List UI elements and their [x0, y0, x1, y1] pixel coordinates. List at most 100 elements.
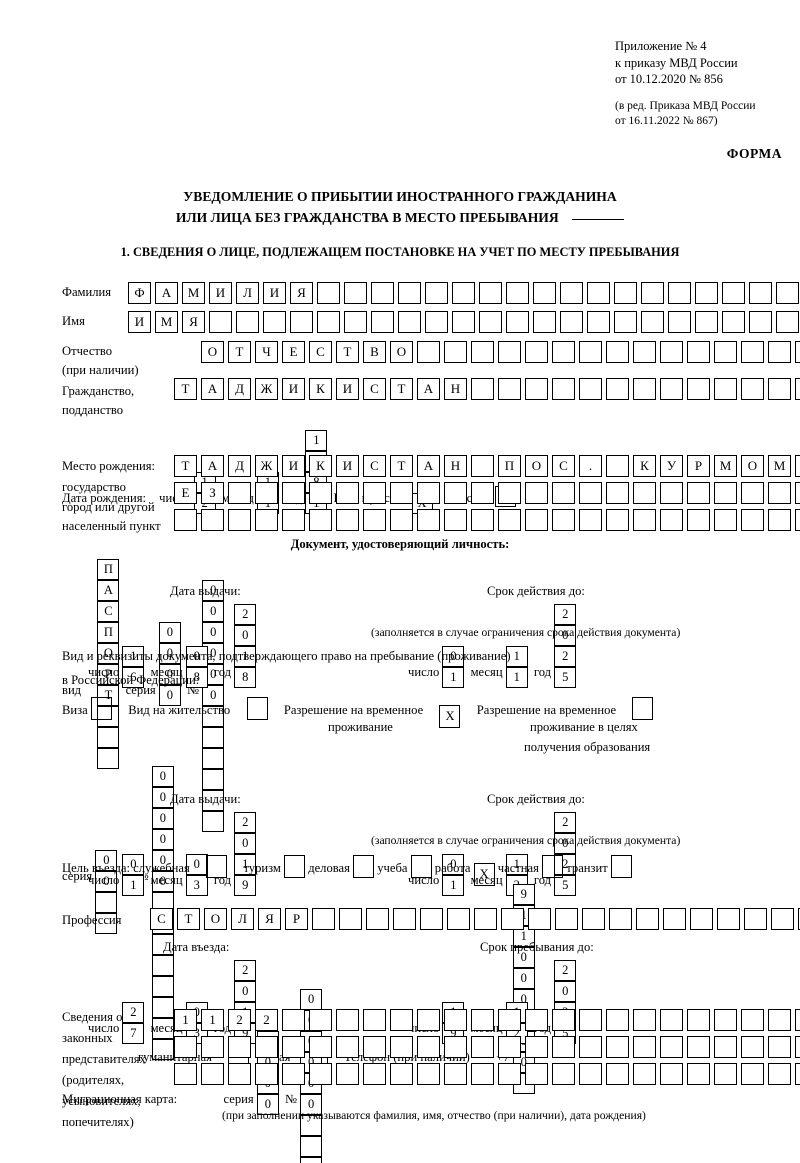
- char-cell[interactable]: 0: [234, 833, 257, 854]
- char-cell[interactable]: [798, 908, 800, 930]
- char-cell[interactable]: [533, 311, 556, 333]
- char-cell[interactable]: В: [363, 341, 386, 363]
- char-cell[interactable]: 0: [442, 646, 465, 667]
- char-cell[interactable]: М: [714, 455, 737, 477]
- char-cell[interactable]: [660, 1009, 683, 1031]
- char-cell[interactable]: [606, 1063, 629, 1085]
- char-cell[interactable]: [579, 378, 602, 400]
- char-cell[interactable]: К: [309, 378, 332, 400]
- char-cell[interactable]: [668, 311, 691, 333]
- char-cell[interactable]: [444, 341, 467, 363]
- char-cell[interactable]: Т: [336, 341, 359, 363]
- char-cell[interactable]: [201, 1036, 224, 1058]
- char-cell[interactable]: А: [417, 455, 440, 477]
- char-cell[interactable]: [506, 311, 529, 333]
- char-cell[interactable]: [309, 1036, 332, 1058]
- char-cell[interactable]: [501, 908, 524, 930]
- char-cell[interactable]: Р: [285, 908, 308, 930]
- char-cell[interactable]: [552, 482, 575, 504]
- char-cell[interactable]: И: [336, 378, 359, 400]
- char-cell[interactable]: [417, 509, 440, 531]
- char-cell[interactable]: 3: [185, 875, 208, 896]
- char-cell[interactable]: [552, 1063, 575, 1085]
- char-cell[interactable]: [714, 341, 737, 363]
- char-cell[interactable]: Т: [97, 685, 120, 706]
- char-cell[interactable]: К: [309, 455, 332, 477]
- char-cell[interactable]: 0: [554, 833, 577, 854]
- char-cell[interactable]: [633, 1036, 656, 1058]
- char-cell[interactable]: 9: [234, 875, 257, 896]
- char-cell[interactable]: [579, 1036, 602, 1058]
- char-cell[interactable]: [344, 282, 367, 304]
- char-cell[interactable]: [444, 1009, 467, 1031]
- char-cell[interactable]: [97, 727, 120, 748]
- char-cell[interactable]: [771, 908, 794, 930]
- char-cell[interactable]: [202, 790, 225, 811]
- char-cell[interactable]: Я: [290, 282, 313, 304]
- char-cell[interactable]: [776, 282, 799, 304]
- char-cell[interactable]: [236, 311, 259, 333]
- char-cell[interactable]: 1: [442, 875, 465, 896]
- char-cell[interactable]: [263, 311, 286, 333]
- char-cell[interactable]: 0: [151, 871, 174, 892]
- char-cell[interactable]: Т: [174, 378, 197, 400]
- char-cell[interactable]: И: [282, 378, 305, 400]
- char-cell[interactable]: [498, 1009, 521, 1031]
- char-cell[interactable]: [309, 482, 332, 504]
- char-cell[interactable]: 0: [202, 685, 225, 706]
- char-cell[interactable]: П: [97, 622, 120, 643]
- representatives-row-3-cells[interactable]: [174, 1063, 800, 1085]
- char-cell[interactable]: [228, 1036, 251, 1058]
- char-cell[interactable]: [282, 1036, 305, 1058]
- char-cell[interactable]: [633, 1063, 656, 1085]
- char-cell[interactable]: [525, 1036, 548, 1058]
- char-cell[interactable]: Е: [174, 482, 197, 504]
- char-cell[interactable]: [390, 1063, 413, 1085]
- char-cell[interactable]: [660, 482, 683, 504]
- char-cell[interactable]: [471, 1009, 494, 1031]
- char-cell[interactable]: [687, 378, 710, 400]
- char-cell[interactable]: Т: [174, 455, 197, 477]
- char-cell[interactable]: .: [579, 455, 602, 477]
- char-cell[interactable]: [309, 1009, 332, 1031]
- char-cell[interactable]: [97, 748, 120, 769]
- char-cell[interactable]: [498, 1063, 521, 1085]
- char-cell[interactable]: [525, 1009, 548, 1031]
- char-cell[interactable]: 5: [554, 875, 577, 896]
- char-cell[interactable]: [471, 378, 494, 400]
- char-cell[interactable]: А: [201, 455, 224, 477]
- char-cell[interactable]: О: [201, 341, 224, 363]
- char-cell[interactable]: [255, 509, 278, 531]
- char-cell[interactable]: [795, 341, 800, 363]
- char-cell[interactable]: [533, 282, 556, 304]
- char-cell[interactable]: 1: [201, 1009, 224, 1031]
- char-cell[interactable]: [336, 509, 359, 531]
- char-cell[interactable]: 0: [512, 947, 535, 968]
- char-cell[interactable]: [300, 1115, 323, 1136]
- char-cell[interactable]: [687, 1036, 710, 1058]
- char-cell[interactable]: 1: [234, 854, 257, 875]
- char-cell[interactable]: [582, 908, 605, 930]
- char-cell[interactable]: [282, 509, 305, 531]
- char-cell[interactable]: [344, 311, 367, 333]
- char-cell[interactable]: [209, 311, 232, 333]
- char-cell[interactable]: 0: [151, 850, 174, 871]
- char-cell[interactable]: [452, 282, 475, 304]
- char-cell[interactable]: [741, 378, 764, 400]
- char-cell[interactable]: [202, 706, 225, 727]
- char-cell[interactable]: 0: [442, 854, 465, 875]
- char-cell[interactable]: [579, 341, 602, 363]
- char-cell[interactable]: [228, 509, 251, 531]
- char-cell[interactable]: [660, 1063, 683, 1085]
- char-cell[interactable]: [741, 509, 764, 531]
- char-cell[interactable]: [552, 509, 575, 531]
